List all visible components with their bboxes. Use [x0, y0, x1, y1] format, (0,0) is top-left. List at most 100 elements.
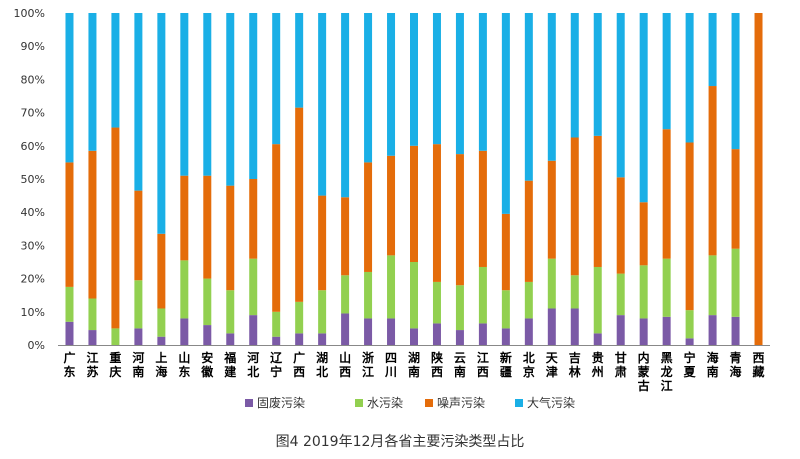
bar-segment-4: [478, 13, 487, 151]
bar-segment-3: [455, 154, 464, 286]
bar-segment-1: [593, 333, 602, 345]
bar-segment-4: [157, 13, 166, 234]
bar-segment-2: [547, 258, 556, 309]
bar-segment-2: [226, 290, 235, 334]
bar-segment-2: [88, 298, 97, 331]
bar-segment-4: [593, 13, 602, 136]
bar-segment-1: [387, 318, 396, 345]
bar-segment-1: [65, 321, 74, 345]
bar-segment-3: [65, 162, 74, 287]
bar-segment-1: [203, 325, 212, 345]
x-tick-label: 福建: [223, 350, 237, 379]
bar-segment-2: [685, 310, 694, 339]
bar-segment-3: [685, 142, 694, 311]
bar-segment-1: [731, 316, 740, 345]
bar-segment-4: [180, 13, 189, 176]
bar-segment-2: [111, 328, 120, 345]
bar-segment-4: [387, 13, 396, 156]
bar-segment-3: [387, 155, 396, 256]
bar-segment-3: [524, 180, 533, 282]
bar-segment-3: [593, 135, 602, 267]
y-tick-label: 100%: [14, 7, 45, 20]
bar-segment-1: [547, 308, 556, 345]
x-tick-label: 天津: [546, 351, 559, 379]
bar-segment-2: [410, 262, 418, 329]
bar-segment-4: [432, 13, 441, 145]
bar-segment-1: [249, 315, 258, 345]
bar-segment-1: [662, 316, 671, 345]
bar-segment-3: [272, 144, 281, 312]
bar-segment-3: [134, 190, 143, 281]
bar-segment-1: [570, 308, 579, 345]
bar-segment-4: [65, 13, 74, 163]
bar-segment-4: [364, 13, 373, 163]
bar-segment-2: [387, 255, 396, 319]
bar-segment-1: [410, 328, 418, 345]
x-tick-label: 山东: [178, 350, 190, 379]
bar-segment-3: [662, 129, 671, 259]
y-tick-label: 50%: [21, 173, 45, 186]
bar-segment-4: [731, 13, 740, 150]
x-tick-label: 黑龙江: [661, 351, 673, 393]
bar-segment-1: [157, 336, 166, 345]
x-tick-label: 甘肃: [615, 350, 627, 379]
bar-segment-1: [524, 318, 533, 345]
y-tick-label: 60%: [21, 140, 45, 153]
bar-segment-2: [570, 275, 579, 309]
bar-segment-2: [341, 275, 350, 314]
bar-segment-1: [272, 336, 281, 345]
bar-segment-3: [754, 13, 763, 345]
y-tick-label: 90%: [21, 40, 45, 53]
x-tick-label: 山西: [339, 350, 351, 379]
bar-segment-1: [226, 333, 235, 345]
y-tick-label: 30%: [21, 239, 45, 252]
figure-caption: 图4 2019年12月各省主要污染类型占比: [275, 434, 525, 450]
legend-swatch: [245, 399, 253, 407]
bar-segment-2: [180, 260, 189, 319]
bar-segment-4: [639, 13, 648, 203]
bar-segment-4: [410, 13, 418, 146]
y-tick-label: 10%: [21, 306, 45, 319]
bar-segment-1: [685, 338, 694, 345]
bar-segment-1: [455, 330, 464, 345]
x-tick-label: 江苏: [86, 350, 98, 379]
bar-segment-3: [203, 175, 212, 279]
bar-segment-1: [295, 333, 304, 345]
bar-segment-1: [180, 318, 189, 345]
x-tick-label: 内蒙古: [638, 350, 650, 393]
bar-segment-1: [88, 330, 97, 345]
bar-segment-3: [88, 150, 97, 299]
bar-segment-4: [662, 13, 671, 130]
bar-segment-1: [134, 328, 143, 345]
x-tick-label: 四川: [384, 351, 397, 379]
bar-segment-2: [524, 281, 533, 319]
bar-segment-2: [364, 271, 373, 319]
x-tick-label: 宁夏: [684, 350, 697, 379]
x-tick-label: 浙江: [362, 350, 374, 379]
bar-segment-3: [570, 137, 579, 276]
bar-segment-2: [478, 266, 487, 324]
legend-label: 固废污染: [257, 395, 305, 410]
stacked-bar-chart: 0%10%20%30%40%50%60%70%80%90%100%广东江苏重庆河…: [14, 7, 770, 410]
bar-segment-3: [295, 107, 304, 302]
x-tick-label: 上海: [155, 350, 167, 379]
bar-segment-3: [478, 150, 487, 267]
x-tick-label: 河南: [131, 350, 144, 379]
bar-segment-2: [708, 255, 717, 316]
x-tick-label: 河北: [246, 350, 259, 379]
bar-segment-3: [111, 127, 120, 329]
bar-segment-4: [295, 13, 304, 108]
bar-segment-2: [157, 308, 166, 337]
bar-segment-2: [318, 290, 327, 334]
bar-segment-1: [616, 315, 625, 345]
bar-segment-3: [157, 233, 166, 309]
bar-segment-2: [203, 278, 212, 326]
bar-segment-4: [708, 13, 717, 87]
bar-segment-4: [341, 13, 350, 198]
x-tick-label: 西藏: [753, 351, 765, 379]
bar-segment-2: [65, 286, 74, 322]
bar-segment-2: [249, 258, 258, 316]
bar-segment-2: [731, 248, 740, 317]
bar-segment-3: [731, 149, 740, 249]
bar-segment-2: [639, 265, 648, 319]
